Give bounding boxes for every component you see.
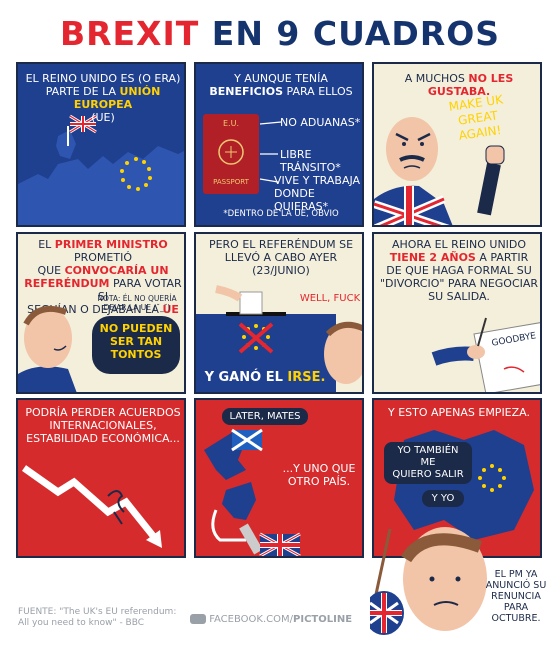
p5-speech: WELL, FUCK	[299, 293, 361, 304]
pm-note-1: EL PM YA	[494, 569, 538, 580]
p4-note-1: NOTA: ÉL NO QUERÍA	[97, 294, 177, 303]
uk-split-map-illustration	[204, 428, 301, 556]
passport-bottom-label: PASSPORT	[213, 178, 249, 186]
p2-benefit-1: NO ADUANAS*	[280, 116, 361, 129]
p7-line1: PODRÍA PERDER ACUERDOS	[25, 406, 181, 419]
p6-highlight: TIENE 2 AÑOS	[389, 251, 476, 264]
p6-line5: SU SALIDA.	[428, 290, 490, 303]
p4-note-2: DEJAR LA UE (˘_˘)	[103, 303, 171, 312]
panel-1: EL REINO UNIDO ES (O ERA) PARTE DE LA UN…	[16, 62, 186, 227]
p9-pill1a: YO TAMBIÉN ME	[397, 445, 459, 468]
p4-text-d: PARA VOTAR SI	[97, 277, 182, 303]
footer-source-line2: All you need to know" - BBC	[18, 618, 145, 628]
p5-line1: PERO EL REFERÉNDUM SE	[208, 238, 354, 251]
page-title: BREXIT EN 9 CUADROS	[59, 14, 501, 53]
p6-line2: A PARTIR	[479, 251, 529, 264]
p2-benefit-3b: DONDE QUIERAS*	[274, 187, 329, 213]
prime-minister-illustration	[18, 306, 77, 392]
p3-highlight: NO LES GUSTABA.	[427, 72, 514, 98]
p5-result-a: Y GANÓ EL	[204, 370, 283, 385]
p1-highlight: UNIÓN EUROPEA	[73, 85, 161, 111]
signing-illustration	[431, 317, 540, 392]
pm-note-3: RENUNCIA PARA	[491, 591, 541, 613]
p7-line3: ESTABILIDAD ECONÓMICA...	[26, 432, 180, 445]
p2-highlight: BENEFICIOS	[209, 85, 284, 98]
ballot-box-illustration	[196, 285, 362, 392]
p9-pill1b: QUIERO SALIR	[392, 469, 464, 480]
p4-bubble-2: SER TAN	[109, 335, 163, 348]
p2-benefit-2: LIBRE TRÁNSITO*	[280, 148, 341, 174]
panel-5: PERO EL REFERÉNDUM SE LLEVÓ A CABO AYER …	[194, 232, 364, 394]
p2-line2: PARA ELLOS	[286, 85, 353, 98]
panel-3: A MUCHOS NO LES GUSTABA. MAKE UK GREAT A…	[372, 62, 542, 227]
passport-icon: E.U. PASSPORT	[203, 114, 259, 194]
panel-6: AHORA EL REINO UNIDO TIENE 2 AÑOS A PART…	[372, 232, 542, 394]
p5-line3: (23/JUNIO)	[252, 264, 310, 277]
p7-line2: INTERNACIONALES,	[49, 419, 157, 432]
footer-source-line1: FUENTE: "The UK's EU referendum:	[18, 607, 177, 617]
falling-chart-illustration	[21, 465, 162, 548]
footer-facebook-b: PICTOLINE	[293, 614, 353, 625]
pm-leaving-illustration	[370, 527, 487, 635]
p4-bubble-1: NO PUEDEN	[99, 322, 173, 335]
europe-map-illustration	[18, 114, 184, 225]
p5-result-b: IRSE.	[287, 370, 326, 385]
p4-text-c: QUE	[37, 264, 62, 277]
p2-footnote: *DENTRO DE LA UE, OBVIO	[223, 209, 339, 219]
p5-line2: LLEVÓ A CABO AYER	[224, 251, 338, 264]
p4-highlight-2: CONVOCARÍA UN	[64, 264, 169, 277]
footer-facebook[interactable]: FACEBOOK.COM/PICTOLINE	[190, 614, 370, 625]
p8-line2: OTRO PAÍS.	[287, 475, 351, 488]
p4-text-a: EL	[38, 238, 52, 251]
facebook-logo-icon	[190, 614, 206, 624]
panel-4: EL PRIMER MINISTRO PROMETIÓ QUE CONVOCAR…	[16, 232, 186, 394]
passport-top-label: E.U.	[223, 119, 239, 128]
p6-line1: AHORA EL REINO UNIDO	[391, 238, 527, 251]
pm-note-4: OCTUBRE.	[491, 613, 541, 624]
panel-7: PODRÍA PERDER ACUERDOS INTERNACIONALES, …	[16, 398, 186, 558]
angry-man-illustration	[374, 117, 505, 225]
p1-line2: PARTE DE LA	[45, 85, 116, 98]
p4-highlight-3: REFERÉNDUM	[24, 277, 110, 290]
p8-line1: ...Y UNO QUE	[282, 462, 356, 475]
p4-highlight-1: PRIMER MINISTRO	[54, 238, 168, 251]
p4-text-b: PROMETIÓ	[74, 251, 132, 264]
p1-line1: EL REINO UNIDO ES (O ERA)	[25, 72, 181, 85]
panel-8: LATER, MATES ...Y UNO QUE OTRO PAÍS.	[194, 398, 364, 558]
pm-note-2: ANUNCIÓ SU	[485, 580, 547, 591]
p2-line1: Y AUNQUE TENÍA	[234, 72, 328, 85]
p4-bubble-3: TONTOS	[110, 348, 162, 361]
p1-line3: (UE)	[91, 111, 115, 124]
p2-benefit-3a: VIVE Y TRABAJA	[274, 174, 361, 187]
p8-speech-pill: LATER, MATES	[222, 408, 308, 425]
panel-2: Y AUNQUE TENÍA BENEFICIOS PARA ELLOS E.U…	[194, 62, 364, 227]
p3-line1: A MUCHOS	[404, 72, 465, 85]
passport-connector-lines	[259, 121, 282, 183]
p9-line1: Y ESTO APENAS EMPIEZA.	[388, 406, 530, 419]
p6-line4: "DIVORCIO" PARA NEGOCIAR	[379, 277, 539, 290]
footer-facebook-a: FACEBOOK.COM/	[209, 614, 294, 625]
p6-line3: DE QUE HAGA FORMAL SU	[386, 264, 532, 277]
p9-pill2: Y YO	[422, 490, 464, 507]
p4-highlight-4: UE	[162, 303, 179, 316]
